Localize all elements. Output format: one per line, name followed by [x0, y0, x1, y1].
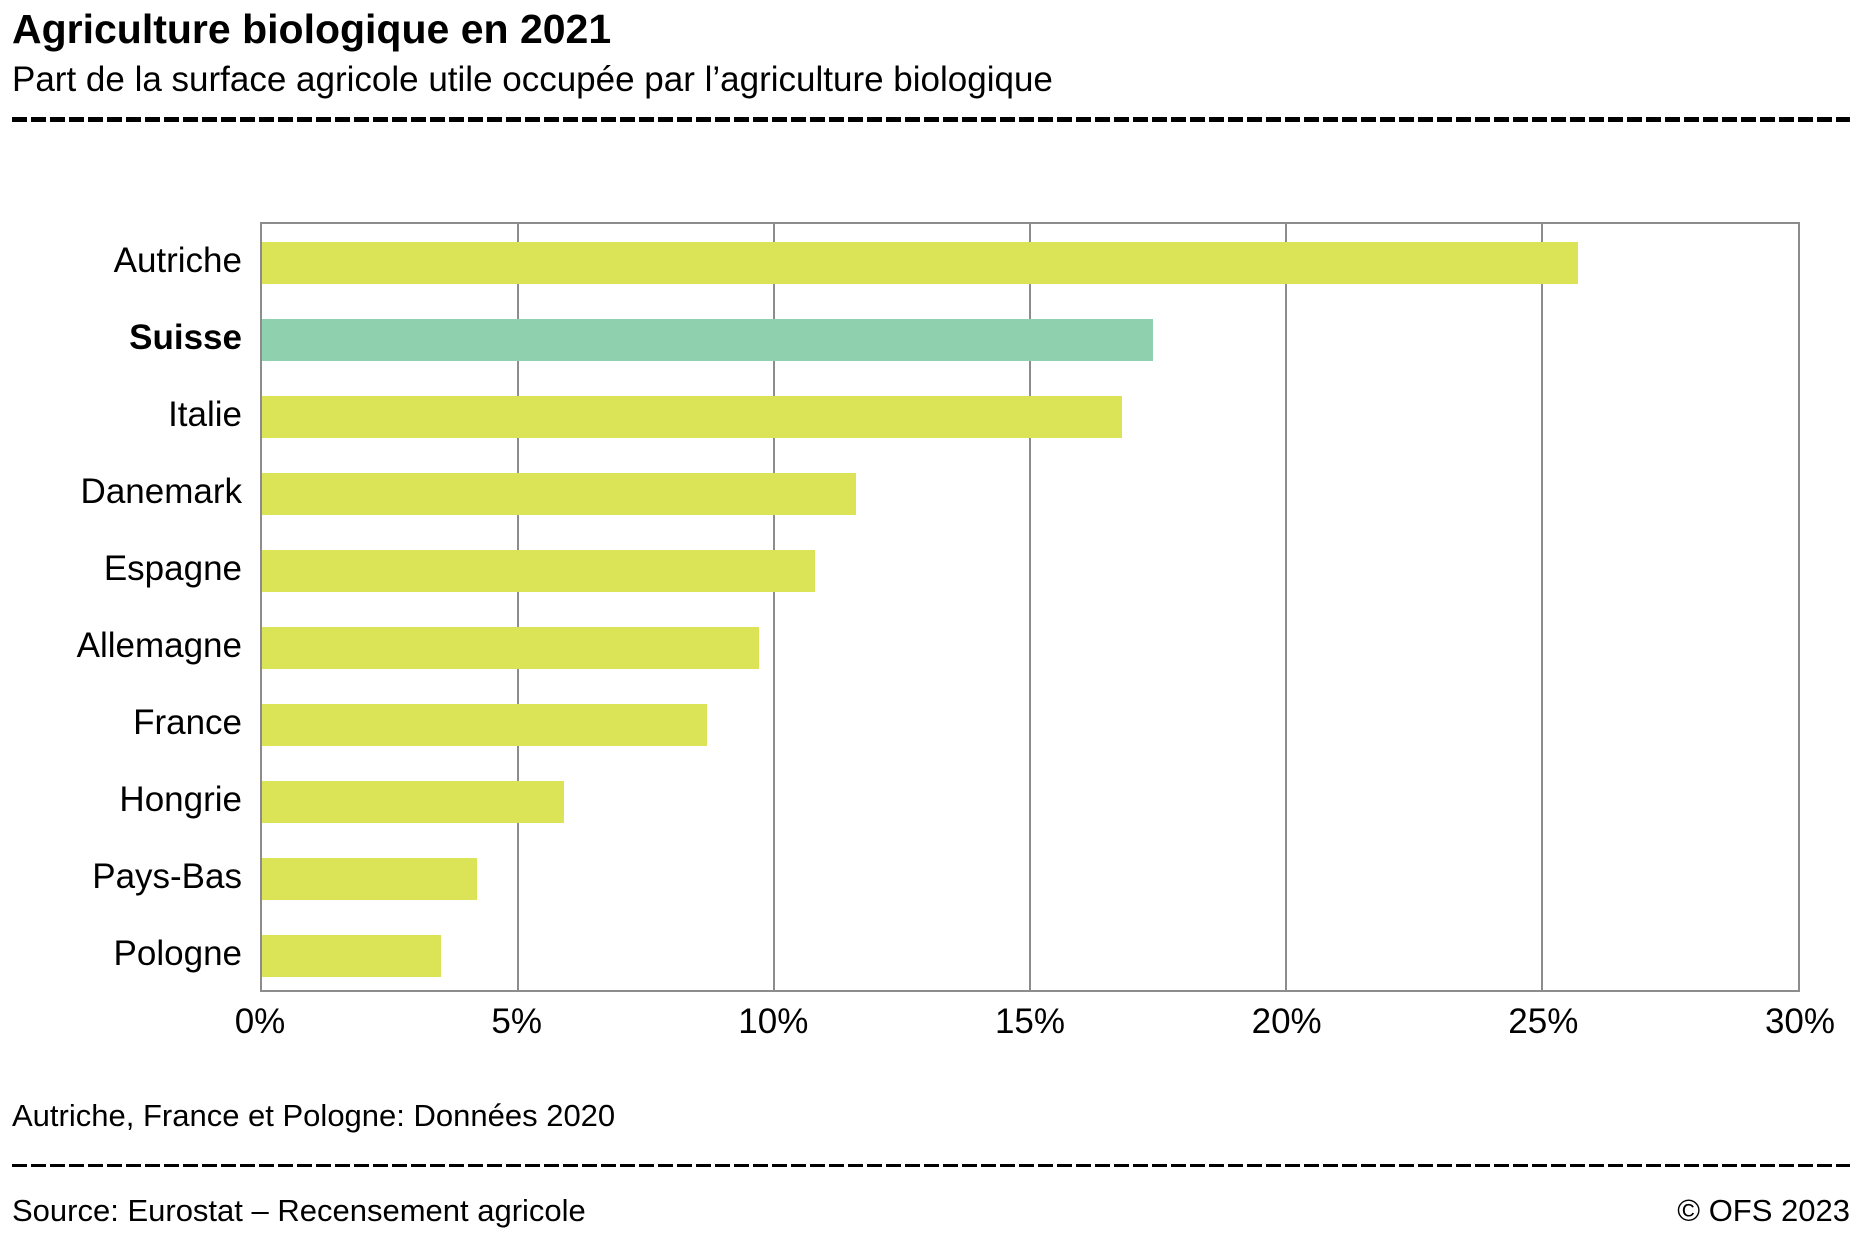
bar-row	[262, 609, 1798, 686]
bar-row	[262, 686, 1798, 763]
category-label: Allemagne	[76, 625, 242, 665]
bar	[262, 472, 856, 515]
category-label: Italie	[168, 394, 242, 434]
gridline	[1029, 224, 1031, 991]
bar	[262, 780, 565, 823]
category-label: Espagne	[103, 548, 242, 588]
gridline	[517, 224, 519, 991]
x-axis-ticks: 0% 5% 10% 15% 20% 25% 30%	[235, 1002, 1835, 1058]
bar	[262, 318, 1153, 361]
category-label: France	[133, 702, 242, 742]
x-tick-label: 5%	[491, 1002, 542, 1042]
x-tick-label: 20%	[1251, 1002, 1322, 1042]
x-tick-label: 30%	[1764, 1002, 1836, 1042]
footer: Source: Eurostat – Recensement agricole …	[12, 1193, 1850, 1229]
chart-title: Agriculture biologique en 2021	[12, 6, 612, 52]
bar-row	[262, 532, 1798, 609]
chart-footnote: Autriche, France et Pologne: Données 202…	[12, 1098, 616, 1134]
bar	[262, 934, 442, 977]
bar-row	[262, 301, 1798, 378]
bar-row	[262, 455, 1798, 532]
bar-row	[262, 378, 1798, 455]
chart-subtitle: Part de la surface agricole utile occupé…	[12, 60, 1053, 100]
bar	[262, 703, 708, 746]
x-tick-label: 0%	[234, 1002, 286, 1042]
category-label: Pologne	[113, 933, 242, 973]
plot-area	[260, 222, 1800, 994]
category-label: Hongrie	[119, 779, 242, 819]
copyright-text: © OFS 2023	[1677, 1193, 1850, 1229]
bar	[262, 857, 478, 900]
category-label: Danemark	[80, 471, 242, 511]
header-separator	[12, 117, 1850, 123]
x-tick-label: 10%	[738, 1002, 809, 1042]
gridline	[773, 224, 775, 991]
bar-chart: Autriche Suisse Italie Danemark Espagne Allem…	[12, 222, 1850, 1058]
bar-row	[262, 917, 1798, 994]
gridline	[1285, 224, 1287, 991]
bar-row	[262, 840, 1798, 917]
category-label: Suisse	[129, 317, 242, 357]
category-labels: Autriche Suisse Italie Danemark Espagne Allem…	[12, 222, 260, 992]
bar-row	[262, 224, 1798, 301]
source-text: Source: Eurostat – Recensement agricole	[12, 1193, 586, 1229]
x-tick-label: 25%	[1508, 1002, 1579, 1042]
x-tick-label: 15%	[994, 1002, 1066, 1042]
category-label: Pays-Bas	[92, 856, 242, 896]
gridline	[1541, 224, 1543, 991]
bar	[262, 626, 759, 669]
plot-column: 0% 5% 10% 15% 20% 25% 30%	[235, 222, 1835, 1058]
bar	[262, 549, 815, 592]
bar	[262, 241, 1578, 284]
bar-row	[262, 763, 1798, 840]
category-label: Autriche	[113, 240, 242, 280]
bar	[262, 395, 1123, 438]
footer-separator	[12, 1164, 1850, 1168]
